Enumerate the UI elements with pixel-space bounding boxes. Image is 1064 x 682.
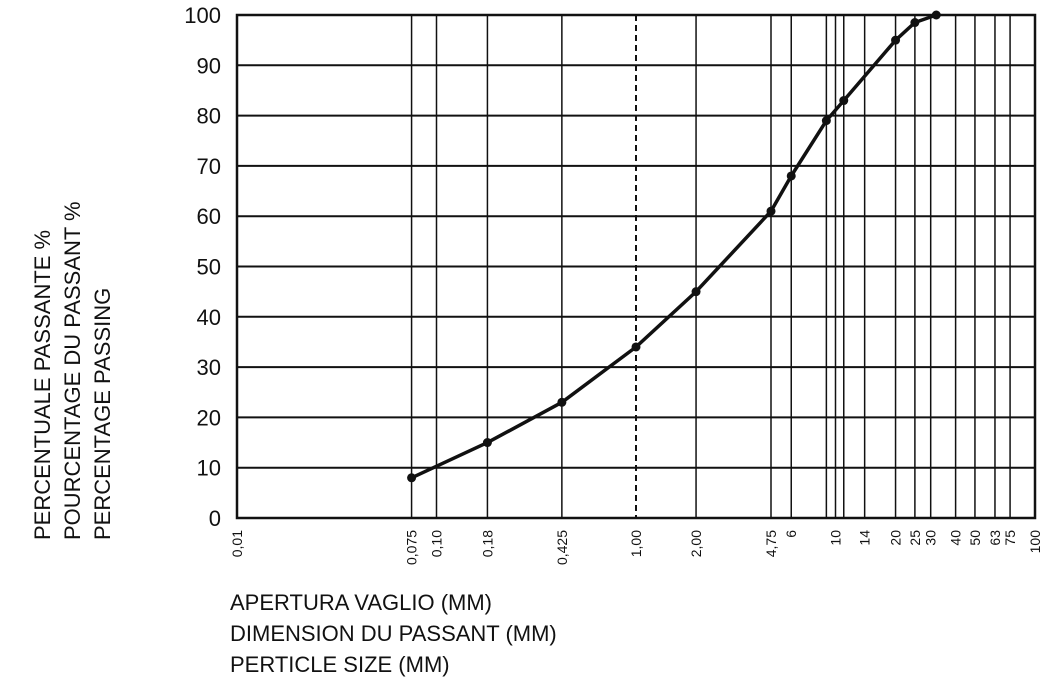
y-tick-label: 0 [209,506,221,531]
plot-frame [235,13,1037,520]
x-tick-label: 50 [967,530,983,546]
y-tick-label: 50 [197,255,221,280]
y-tick-label: 70 [197,154,221,179]
x-tick-label: 0,18 [479,530,495,557]
x-axis-label-french: DIMENSION DU PASSANT (MM) [230,621,557,646]
data-point [891,35,901,45]
y-axis-label-italian: PERCENTUALE PASSANTE % [30,229,55,540]
x-tick-label: 20 [888,530,904,546]
x-tick-label: 25 [907,530,923,546]
x-tick-label: 40 [948,530,964,546]
data-point [839,96,849,106]
y-axis-label: PERCENTUALE PASSANTE % POURCENTAGE DU PA… [28,120,118,540]
x-tick-label: 1,00 [628,530,644,557]
x-axis-label-english: PERTICLE SIZE (MM) [230,652,450,677]
x-tick-label: 0,10 [429,530,445,557]
x-tick-label: 0,01 [229,530,245,557]
y-tick-label: 100 [184,3,221,28]
y-tick-label: 60 [197,204,221,229]
x-tick-label: 100 [1027,530,1043,554]
data-point [931,10,941,20]
y-axis-label-french: POURCENTAGE DU PASSANT % [60,201,85,540]
y-tick-label: 40 [197,305,221,330]
data-point [691,287,701,297]
y-tick-label: 20 [197,405,221,430]
data-point [407,473,417,483]
x-tick-label: 2,00 [688,530,704,557]
data-point [766,206,776,216]
y-tick-label: 80 [197,104,221,129]
grading-curve-line [410,13,937,480]
x-tick-label: 30 [923,530,939,546]
x-axis-label-italian: APERTURA VAGLIO (MM) [230,590,493,615]
x-tick-label: 6 [783,530,799,538]
y-tick-label: 90 [197,53,221,78]
y-tick-label: 10 [197,456,221,481]
x-tick-label: 75 [1002,530,1018,546]
y-tick-label: 30 [197,355,221,380]
x-tick-label: 4,75 [763,530,779,557]
data-point [557,397,567,407]
data-point [631,342,641,352]
x-tick-label: 14 [857,530,873,546]
data-point [910,18,920,28]
x-tick-label: 63 [987,530,1003,546]
x-tick-label: 0,075 [404,530,420,565]
x-axis-label: APERTURA VAGLIO (MM) DIMENSION DU PASSAN… [230,587,557,680]
data-point [786,171,796,181]
data-point [482,438,492,448]
y-axis-label-english: PERCENTAGE PASSING [90,287,115,540]
data-point [821,116,831,126]
x-tick-label: 10 [828,530,844,546]
x-tick-label: 0,425 [554,530,570,565]
